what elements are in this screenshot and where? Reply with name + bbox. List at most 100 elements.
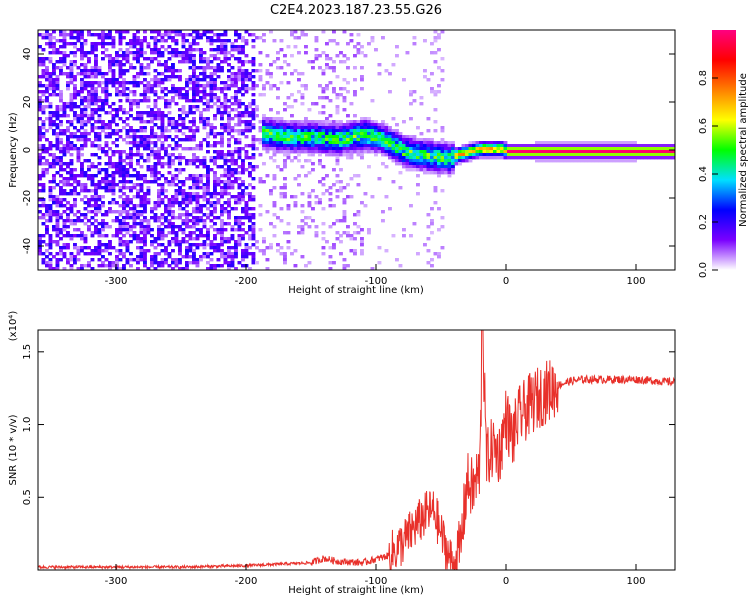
spectrogram-cell [272, 84, 277, 88]
spectrogram-cell [244, 249, 249, 253]
spectrogram-cell [122, 240, 126, 244]
spectrogram-cell [146, 138, 151, 142]
spectrogram-cell [489, 147, 494, 151]
spectrogram-cell [167, 33, 172, 37]
spectrogram-cell [367, 150, 371, 154]
spectrogram-cell [150, 261, 154, 265]
spectrogram-cell [349, 39, 354, 43]
spectrogram-cell [192, 120, 196, 124]
spectrogram-cell [391, 156, 396, 160]
spectrogram-cell [118, 162, 123, 166]
spectrogram-cell [52, 30, 56, 34]
spectrogram-cell [209, 81, 214, 85]
spectrogram-cell [143, 90, 147, 94]
spectrogram-cell [90, 84, 95, 88]
spectrogram-cell [325, 96, 329, 100]
snr-y-axis-title: SNR (10 * v/v) [8, 414, 19, 485]
spectrogram-cell [377, 141, 382, 145]
spectrogram-cell [115, 168, 119, 172]
spectrogram-cell [472, 141, 476, 145]
spectrogram-cell [139, 186, 144, 190]
spectrogram-cell [167, 255, 172, 259]
spectrogram-cell [101, 81, 105, 85]
spectrogram-cell [157, 159, 161, 163]
spectrogram-cell [234, 96, 238, 100]
spectrogram-cell [346, 150, 350, 154]
spectrogram-cell [412, 36, 417, 40]
spectrogram-cell [171, 177, 175, 181]
spectrogram-cell [97, 147, 102, 151]
spectrogram-cell [55, 81, 60, 85]
spectrogram-cell [433, 165, 438, 169]
spectrogram-cell [76, 159, 81, 163]
spectrogram-cell [118, 249, 123, 253]
spectrogram-cell [251, 165, 256, 169]
spectrogram-cell [181, 183, 186, 187]
spectrogram-cell [41, 168, 46, 172]
snr-y-tick-label: 1.0 [22, 417, 33, 433]
spectrogram-cell [314, 144, 319, 148]
spectrogram-cell [143, 216, 147, 220]
spectrogram-cell [174, 192, 179, 196]
spectrogram-cell [640, 147, 644, 151]
spectrogram-cell [160, 39, 165, 43]
spectrogram-cell [206, 261, 210, 265]
spectrogram-cell [59, 168, 63, 172]
spectrogram-x-tick-label: -200 [235, 276, 258, 287]
spectrogram-cell [55, 141, 60, 145]
spectrogram-cell [111, 261, 116, 265]
spectrogram-cell [122, 81, 126, 85]
spectrogram-cell [59, 105, 63, 109]
spectrogram-cell [388, 126, 392, 130]
spectrogram-cell [297, 51, 301, 55]
spectrogram-cell [76, 114, 81, 118]
spectrogram-cell [202, 72, 207, 76]
spectrogram-cell [251, 261, 256, 265]
spectrogram-cell [111, 264, 116, 268]
spectrogram-cell [73, 213, 77, 217]
spectrogram-cell [139, 93, 144, 97]
spectrogram-cell [398, 171, 403, 175]
spectrogram-cell [440, 129, 445, 133]
spectrogram-cell [272, 129, 277, 133]
spectrogram-cell [475, 153, 480, 157]
spectrogram-cell [48, 141, 53, 145]
spectrogram-cell [311, 102, 315, 106]
spectrogram-cell [314, 123, 319, 127]
spectrogram-cell [237, 129, 242, 133]
spectrogram-cell [314, 132, 319, 136]
spectrogram-cell [237, 198, 242, 202]
spectrogram-cell [157, 138, 161, 142]
spectrogram-cell [360, 132, 364, 136]
spectrogram-cell [108, 162, 112, 166]
spectrogram-cell [202, 123, 207, 127]
spectrogram-cell [304, 159, 308, 163]
spectrogram-cell [248, 102, 252, 106]
spectrogram-cell [97, 198, 102, 202]
spectrogram-cell [52, 123, 56, 127]
spectrogram-cell [111, 171, 116, 175]
spectrogram-cell [139, 258, 144, 262]
spectrogram-cell [346, 138, 350, 142]
spectrogram-cell [178, 51, 182, 55]
spectrogram-cell [276, 57, 280, 61]
spectrogram-cell [76, 216, 81, 220]
spectrogram-cell [409, 102, 413, 106]
colorbar-gradient [712, 30, 736, 270]
spectrogram-cell [181, 156, 186, 160]
spectrogram-cell [276, 141, 280, 145]
spectrogram-cell [97, 228, 102, 232]
spectrogram-cell [353, 129, 357, 133]
spectrogram-cell [234, 84, 238, 88]
spectrogram-cell [129, 42, 133, 46]
spectrogram-cell [55, 132, 60, 136]
spectrogram-cell [286, 207, 291, 211]
spectrogram-cell [195, 147, 200, 151]
spectrogram-cell [332, 183, 336, 187]
spectrogram-cell [580, 144, 585, 148]
spectrogram-cell [293, 264, 298, 268]
spectrogram-cell [195, 108, 200, 112]
spectrogram-cell [52, 114, 56, 118]
spectrogram-y-tick-label: 0 [22, 147, 33, 153]
spectrogram-cell [391, 159, 396, 163]
